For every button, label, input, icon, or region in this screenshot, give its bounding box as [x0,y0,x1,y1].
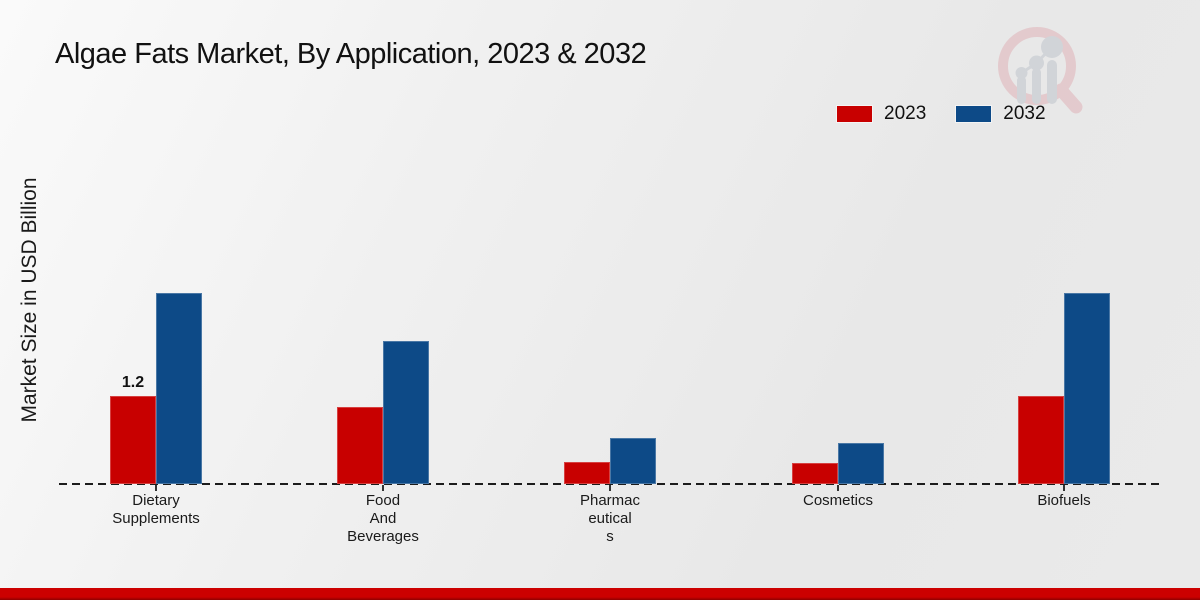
legend-label-2023: 2023 [884,103,927,124]
legend-swatch-2023 [837,106,872,122]
legend-swatch-2032 [956,106,992,122]
x-axis-tick [609,485,611,491]
footer-accent-band [0,588,1200,600]
category-label-food-and-beverages: Food And Beverages [347,492,419,545]
bar-2032-cosmetics [838,442,884,484]
x-axis-tick [155,485,157,491]
bar-2032-food-and-beverages [383,341,429,484]
category-label-dietary-supplements: Dietary Supplements [112,492,200,527]
category-label-pharmaceuticals: Pharmac eutical s [579,492,641,545]
category-label-biofuels: Biofuels [1037,492,1091,509]
chart-title: Algae Fats Market, By Application, 2023 … [55,38,647,70]
legend-item-2032: 2032 [956,103,1046,125]
legend: 2023 2032 [837,103,1046,125]
bar-2023-biofuels [1018,396,1064,484]
x-axis-tick [837,485,839,491]
bar-2023-dietary-supplements [110,396,156,484]
legend-label-2032: 2032 [1003,103,1046,124]
bar-2032-biofuels [1064,293,1110,484]
category-label-cosmetics: Cosmetics [802,492,873,509]
x-axis-tick [382,485,384,491]
x-axis-tick [1063,485,1065,491]
bar-value-label: 1.2 [121,374,145,392]
magnifier-bar-chart-logo-icon [993,22,1083,121]
bar-2023-pharmaceuticals [564,462,610,484]
x-axis-baseline [59,483,1159,485]
bar-2032-pharmaceuticals [610,437,656,484]
bar-2023-food-and-beverages [337,407,383,484]
bar-2023-cosmetics [792,463,838,484]
legend-item-2023: 2023 [837,103,926,125]
bar-2032-dietary-supplements [156,293,202,484]
